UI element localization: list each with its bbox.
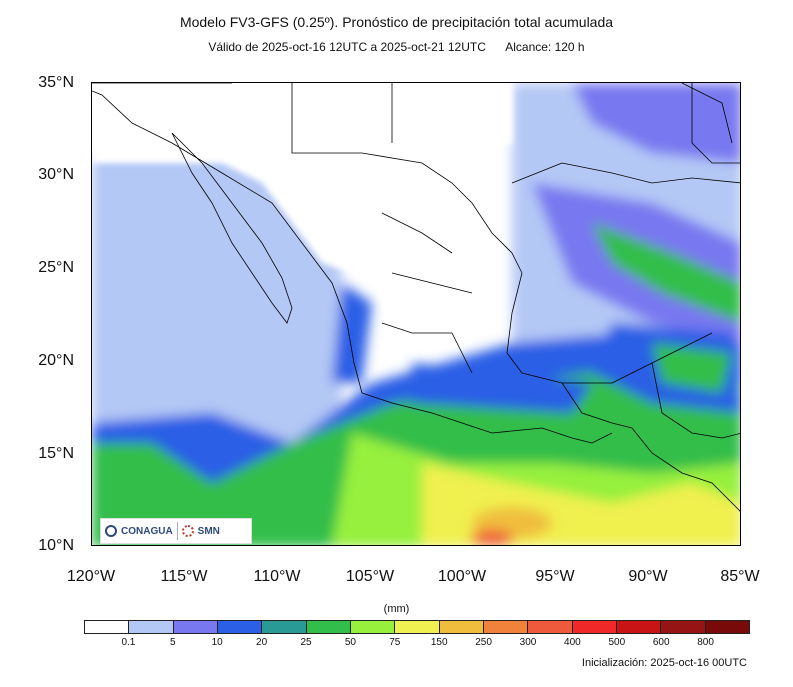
colorbar-label: 600 bbox=[652, 637, 670, 648]
lat-label: 30°N bbox=[38, 166, 74, 183]
smn-logo-text: SMN bbox=[197, 525, 220, 537]
colorbar-label: 5 bbox=[170, 637, 176, 648]
lat-label: 20°N bbox=[38, 352, 74, 369]
agency-logos: CONAGUA SMN bbox=[100, 518, 252, 544]
colorbar-segment bbox=[173, 621, 218, 633]
initialization-time: Inicialización: 2025-oct-16 00UTC bbox=[581, 657, 747, 669]
colorbar-segment bbox=[616, 621, 662, 633]
colorbar-segment bbox=[572, 621, 617, 633]
map-svg bbox=[92, 83, 740, 545]
colorbar-segment bbox=[528, 621, 573, 633]
colorbar-label: 300 bbox=[519, 637, 537, 648]
colorbar-segment bbox=[395, 621, 440, 633]
colorbar-unit: (mm) bbox=[383, 603, 410, 615]
lat-label: 35°N bbox=[38, 74, 74, 91]
lon-label: 90°W bbox=[628, 568, 668, 585]
lat-label: 10°N bbox=[38, 537, 74, 554]
lat-label: 25°N bbox=[38, 259, 74, 276]
colorbar-label: 800 bbox=[697, 637, 714, 648]
precip-field bbox=[92, 83, 740, 545]
colorbar-label: 50 bbox=[344, 637, 356, 648]
logo-separator bbox=[176, 522, 178, 540]
colorbar-segment bbox=[705, 621, 749, 633]
lon-label: 105°W bbox=[345, 568, 395, 585]
smn-logo-icon bbox=[181, 525, 194, 537]
conagua-logo-icon bbox=[105, 525, 117, 537]
valid-period: Válido de 2025-oct-16 12UTC a 2025-oct-2… bbox=[208, 40, 486, 54]
colorbar-label: 20 bbox=[256, 637, 268, 648]
colorbar bbox=[84, 620, 750, 634]
colorbar-segment bbox=[306, 621, 351, 633]
colorbar-label: 250 bbox=[475, 637, 492, 648]
colorbar-label: 150 bbox=[430, 637, 448, 648]
lon-label: 115°W bbox=[160, 568, 208, 585]
map-title: Modelo FV3-GFS (0.25º). Pronóstico de pr… bbox=[179, 14, 614, 30]
colorbar-segment bbox=[350, 621, 396, 633]
colorbar-segment bbox=[217, 621, 263, 633]
colorbar-segment bbox=[483, 621, 529, 633]
colorbar-label: 10 bbox=[211, 637, 223, 648]
map-subtitle: Válido de 2025-oct-16 12UTC a 2025-oct-2… bbox=[0, 40, 793, 54]
lon-label: 120°W bbox=[66, 568, 116, 585]
colorbar-label: 400 bbox=[564, 637, 581, 648]
colorbar-label: 500 bbox=[608, 637, 626, 648]
colorbar-segment bbox=[262, 621, 307, 633]
borders bbox=[92, 83, 740, 512]
colorbar-segment bbox=[85, 621, 130, 633]
colorbar-label: 25 bbox=[300, 637, 312, 648]
lon-label: 95°W bbox=[535, 568, 575, 585]
colorbar-segment bbox=[661, 621, 706, 633]
lon-label: 85°W bbox=[720, 568, 760, 585]
precipitation-map bbox=[91, 82, 741, 546]
forecast-range: Alcance: 120 h bbox=[505, 40, 585, 54]
lat-label: 15°N bbox=[38, 445, 74, 462]
lon-label: 110°W bbox=[253, 568, 301, 585]
colorbar-segment bbox=[439, 621, 484, 633]
colorbar-label: 0.1 bbox=[121, 637, 136, 648]
lon-label: 100°W bbox=[437, 568, 487, 585]
colorbar-label: 75 bbox=[389, 637, 401, 648]
colorbar-segment bbox=[129, 621, 174, 633]
dry-land bbox=[92, 83, 512, 353]
conagua-logo-text: CONAGUA bbox=[121, 525, 173, 537]
